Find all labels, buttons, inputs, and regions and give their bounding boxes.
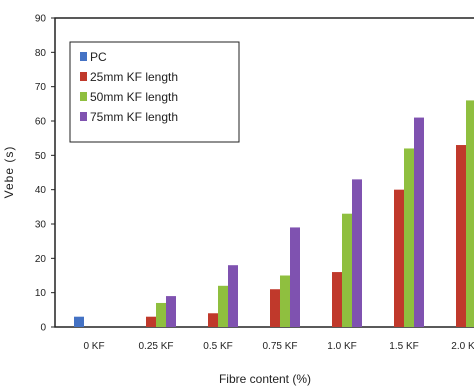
legend-swatch (80, 112, 87, 121)
bar-4-3 (228, 265, 238, 327)
x-tick-label: 0.5 KF (203, 341, 232, 352)
bar-2-6 (394, 189, 404, 327)
bar-3-5 (342, 213, 352, 327)
y-axis: 0 10 20 30 40 50 60 70 80 90 (35, 14, 55, 334)
legend-swatch (80, 92, 87, 101)
legend: PC 25mm KF length 50mm KF length 75mm KF le… (69, 41, 240, 143)
bar-2-7 (456, 145, 466, 327)
y-tick-label: 0 (40, 323, 46, 334)
y-tick-label: 60 (35, 117, 47, 128)
legend-box (69, 41, 240, 143)
x-axis: 0 KF 0.25 KF 0.5 KF 0.75 KF 1.0 KF 1.5 KF 2.0 … (83, 341, 474, 352)
bar-2-2 (146, 316, 156, 327)
bar-3-2 (156, 302, 166, 327)
legend-entry: PC (90, 50, 107, 64)
bar-1-1 (74, 316, 84, 327)
legend-entry: 25mm KF length (90, 70, 178, 84)
y-tick-label: 10 (35, 288, 47, 299)
legend-swatch (80, 52, 87, 61)
bar-2-5 (332, 272, 342, 327)
bar-3-6 (404, 148, 414, 327)
legend-swatch (80, 72, 87, 81)
x-axis-title: Fibre content (%) (219, 372, 311, 386)
plot-frame (54, 17, 474, 328)
bar-3-3 (218, 285, 228, 327)
x-tick-label: 1.0 KF (327, 341, 356, 352)
bar-4-2 (166, 296, 176, 327)
bar-4-5 (352, 179, 362, 327)
bar-4-6 (414, 117, 424, 327)
y-tick-label: 50 (35, 151, 47, 162)
y-tick-label: 30 (35, 220, 47, 231)
x-tick-label: 1.5 KF (389, 341, 418, 352)
x-tick-label: 0.25 KF (138, 341, 173, 352)
y-tick-label: 70 (35, 82, 47, 93)
bar-4-4 (290, 227, 300, 327)
legend-entry: 50mm KF length (90, 90, 178, 104)
bar-3-7 (466, 100, 474, 328)
y-axis-title: Vebe (s) (2, 146, 16, 199)
y-tick-label: 90 (35, 14, 47, 25)
x-tick-label: 0 KF (83, 341, 104, 352)
y-tick-label: 20 (35, 254, 47, 265)
bars (74, 100, 474, 328)
bar-3-4 (280, 275, 290, 327)
y-tick-label: 40 (35, 185, 47, 196)
y-tick-label: 80 (35, 48, 47, 59)
bar-2-4 (270, 289, 280, 327)
legend-entry: 75mm KF length (90, 110, 178, 124)
x-tick-label: 2.0 KF (451, 341, 474, 352)
bar-2-3 (208, 313, 218, 327)
x-tick-label: 0.75 KF (262, 341, 297, 352)
